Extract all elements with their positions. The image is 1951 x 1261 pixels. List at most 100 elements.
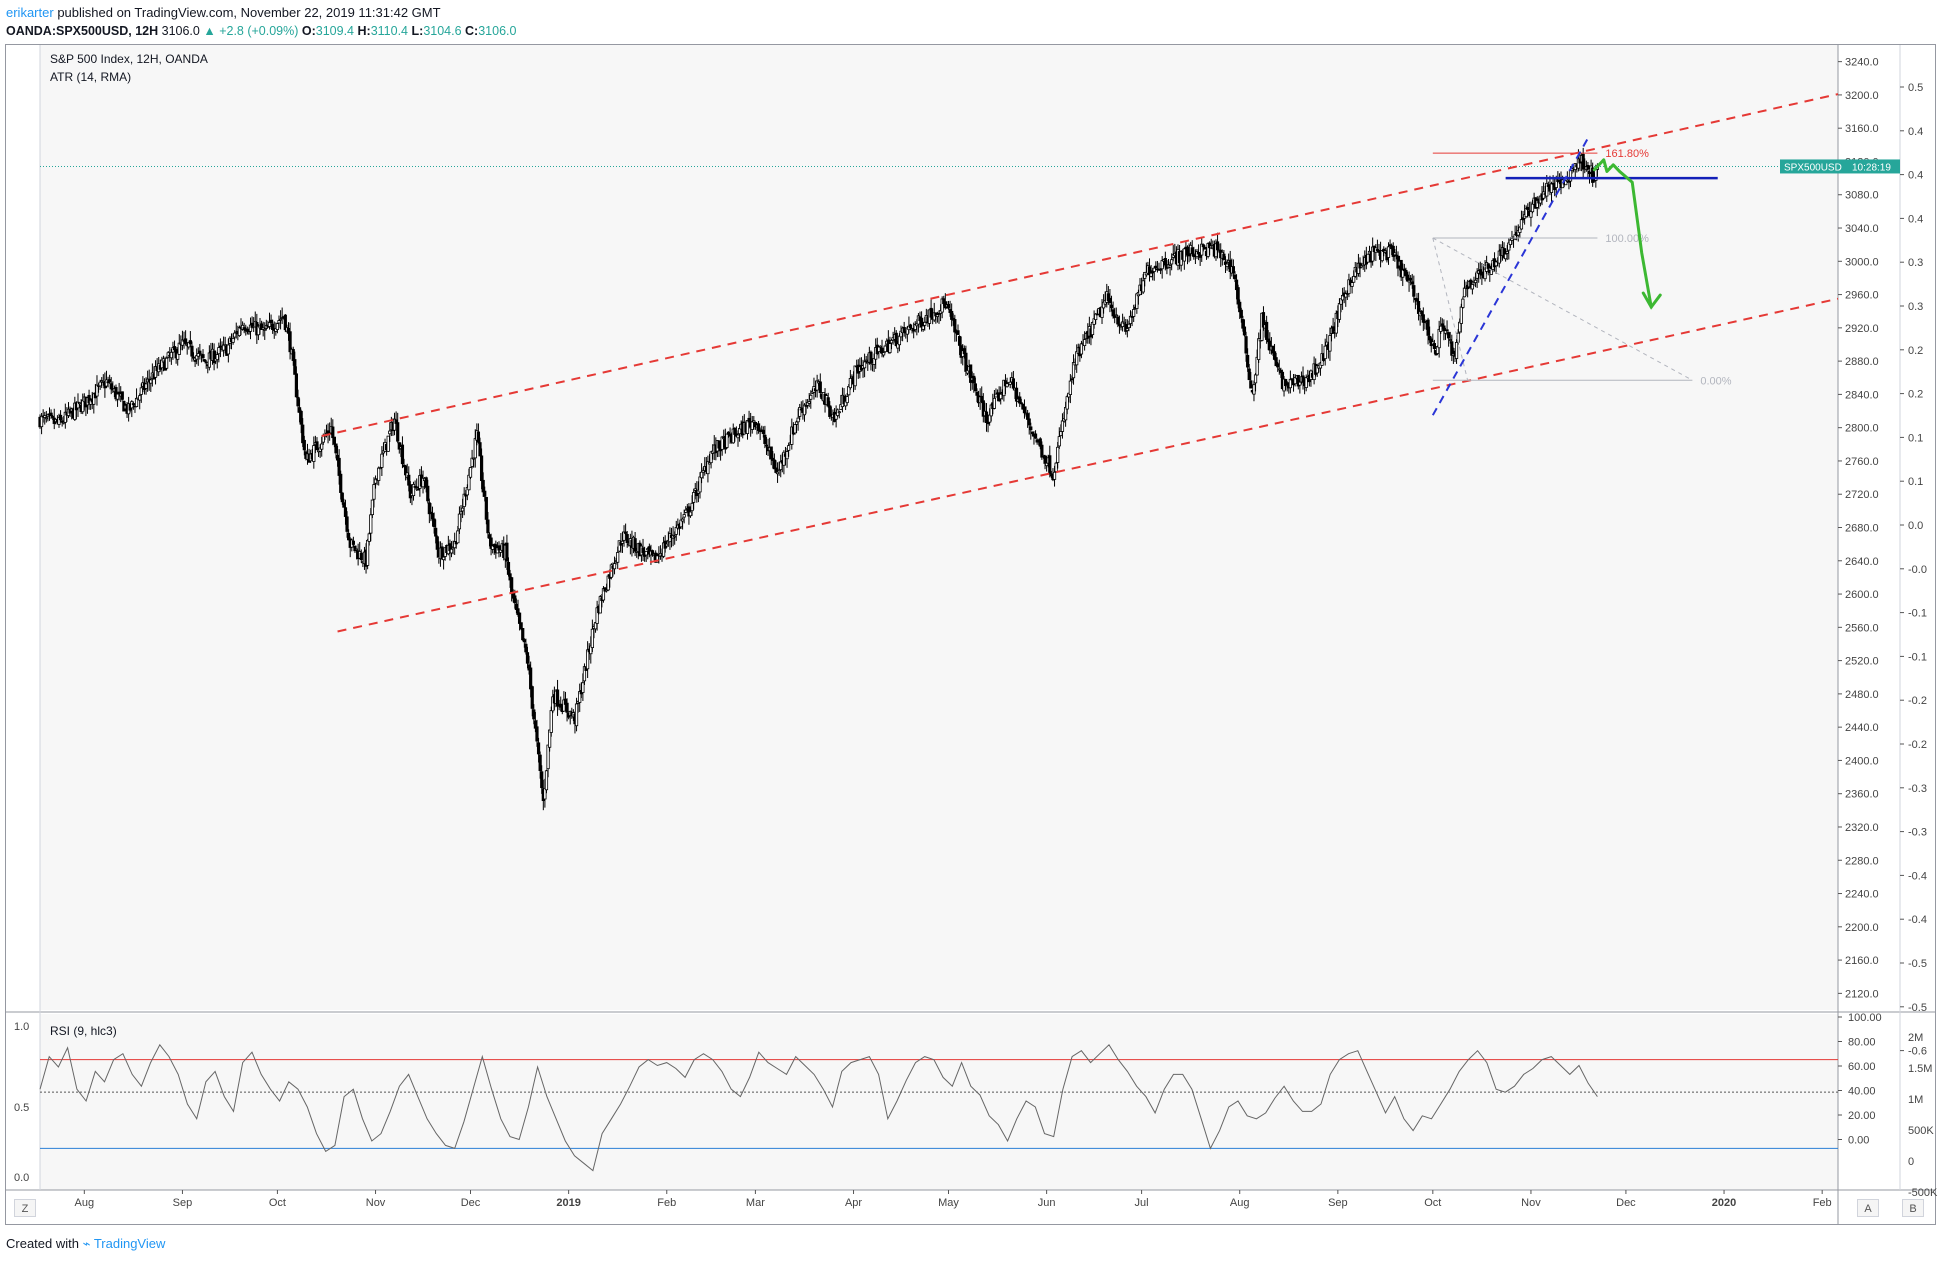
candle-body bbox=[312, 445, 316, 462]
candle-body bbox=[396, 422, 400, 442]
candle-body bbox=[1567, 181, 1571, 184]
atr-tick-label: 0.2 bbox=[1908, 345, 1923, 357]
candle-body bbox=[442, 556, 446, 561]
candle-body bbox=[432, 518, 436, 528]
time-tick-label: Aug bbox=[75, 1197, 95, 1209]
candle-body bbox=[1288, 378, 1292, 389]
author-link[interactable]: erikarter bbox=[6, 5, 54, 20]
candle-body bbox=[354, 548, 359, 551]
candle bbox=[1470, 283, 1474, 295]
timezone-button[interactable]: Z bbox=[14, 1199, 36, 1217]
atr-tick-label: 0.1 bbox=[1908, 476, 1923, 488]
candle-body bbox=[1380, 250, 1384, 262]
symbol-label[interactable]: OANDA:SPX500USD, 12H bbox=[6, 24, 159, 38]
time-tick-label: Aug bbox=[1230, 1197, 1250, 1209]
atr-tick-label: 0.5 bbox=[1908, 82, 1923, 94]
candle-body bbox=[1239, 309, 1243, 318]
candle-body bbox=[1252, 384, 1256, 395]
candle-body bbox=[369, 514, 373, 534]
candle-body bbox=[411, 484, 416, 497]
candle bbox=[992, 389, 996, 410]
candle-body bbox=[1462, 287, 1467, 298]
candle bbox=[1545, 175, 1549, 202]
candle-body bbox=[1236, 287, 1240, 305]
tradingview-brand[interactable]: TradingView bbox=[93, 1236, 166, 1251]
candle-body bbox=[863, 361, 867, 369]
candle bbox=[184, 330, 188, 346]
candle-body bbox=[1122, 321, 1126, 324]
candle-body bbox=[586, 649, 590, 670]
candle bbox=[798, 403, 802, 420]
candle-body bbox=[994, 393, 998, 398]
rsi-left-tick-label: 0.0 bbox=[14, 1172, 29, 1184]
candle-body bbox=[1542, 191, 1546, 199]
atr-tick-label: 0.4 bbox=[1908, 213, 1923, 225]
candle-body bbox=[612, 563, 617, 570]
candle-body bbox=[764, 444, 769, 447]
candle-body bbox=[1048, 455, 1052, 475]
candle-body bbox=[1019, 402, 1023, 405]
candle-body bbox=[1068, 380, 1072, 395]
candle-body bbox=[535, 726, 539, 742]
candle-body bbox=[665, 543, 669, 547]
candle-body bbox=[1440, 323, 1444, 326]
candle-body bbox=[434, 527, 438, 537]
candle-body bbox=[1445, 329, 1449, 332]
candle-body bbox=[946, 303, 951, 309]
candle-body bbox=[1447, 332, 1451, 339]
chart-title: S&P 500 Index, 12H, OANDA bbox=[50, 52, 208, 66]
auto-scale-button[interactable]: A bbox=[1857, 1199, 1879, 1217]
time-tick-label: Feb bbox=[657, 1197, 676, 1209]
candle-body bbox=[1045, 462, 1049, 467]
close-value: 3106.0 bbox=[478, 24, 517, 38]
candle bbox=[392, 412, 397, 436]
candle-body bbox=[204, 361, 208, 364]
candle-body bbox=[1277, 368, 1281, 371]
atr-tick-label: -0.1 bbox=[1908, 651, 1927, 663]
candle-body bbox=[430, 513, 435, 520]
volume-tick-label: 1.5M bbox=[1908, 1063, 1932, 1075]
candle-body bbox=[478, 442, 482, 457]
candle-body bbox=[957, 336, 962, 346]
price-tick-label: 2280.0 bbox=[1845, 855, 1879, 867]
candle bbox=[1027, 412, 1031, 435]
candle-body bbox=[184, 338, 188, 344]
candle-body bbox=[1114, 314, 1118, 317]
candle-body bbox=[888, 343, 892, 353]
candle-body bbox=[247, 331, 251, 334]
candle bbox=[1033, 430, 1038, 439]
atr-tick-label: -0.6 bbox=[1908, 1046, 1927, 1058]
candle bbox=[1029, 422, 1033, 440]
candle-body bbox=[1415, 298, 1419, 302]
candle-body bbox=[340, 492, 344, 503]
candle-body bbox=[1190, 247, 1194, 255]
candle bbox=[1246, 348, 1250, 372]
candle-body bbox=[39, 415, 44, 428]
candle bbox=[165, 356, 169, 371]
candle-body bbox=[510, 577, 514, 594]
candle-body bbox=[956, 330, 960, 335]
time-tick-label: Nov bbox=[366, 1197, 386, 1209]
candle-body bbox=[1393, 252, 1397, 256]
price-tick-label: 2120.0 bbox=[1845, 988, 1879, 1000]
candle-body bbox=[370, 499, 374, 516]
candle-body bbox=[43, 415, 47, 418]
scale-button[interactable]: B bbox=[1902, 1199, 1924, 1217]
candle-body bbox=[1247, 368, 1251, 381]
candle-body bbox=[1409, 277, 1413, 281]
candle-body bbox=[999, 393, 1003, 400]
candle-body bbox=[1494, 261, 1498, 267]
candle-body bbox=[1526, 207, 1530, 211]
chart-header: erikarter published on TradingView.com, … bbox=[6, 4, 516, 40]
candle-body bbox=[378, 467, 382, 470]
candle bbox=[1249, 371, 1253, 389]
candle-body bbox=[1083, 339, 1087, 347]
candle-body bbox=[343, 507, 348, 517]
candle-body bbox=[1158, 268, 1163, 271]
candle bbox=[191, 352, 196, 361]
candle-body bbox=[388, 430, 392, 435]
candle-body bbox=[763, 434, 767, 444]
rsi-line bbox=[39, 1043, 1598, 1172]
volume-tick-label: -500K bbox=[1908, 1187, 1938, 1199]
